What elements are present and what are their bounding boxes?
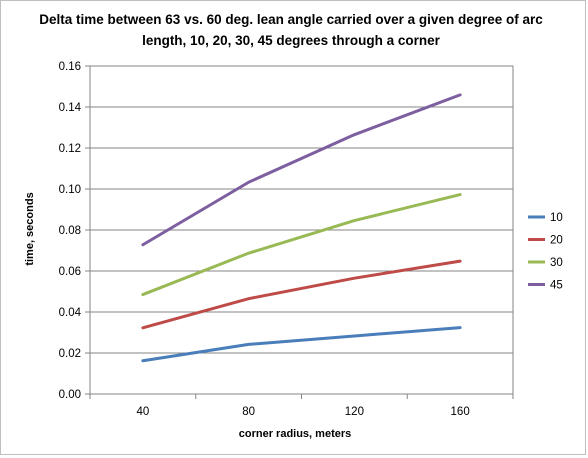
legend-label: 30 <box>550 257 563 269</box>
y-tick-label: 0.04 <box>59 307 82 319</box>
x-axis-ticks: 40 80 120 160 <box>89 394 514 418</box>
x-tick-label: 160 <box>451 406 470 418</box>
x-tick-label: 40 <box>136 406 149 418</box>
y-tick-label: 0.02 <box>59 348 81 360</box>
x-tick-label: 120 <box>345 406 364 418</box>
chart-title: Delta time between 63 vs. 60 deg. lean a… <box>39 12 543 48</box>
y-tick-label: 0.06 <box>59 266 81 278</box>
y-tick-label: 0.08 <box>59 225 81 237</box>
x-tick-label: 80 <box>242 406 255 418</box>
legend: 10 20 30 45 <box>528 212 563 292</box>
x-axis-title: corner radius, meters <box>239 428 352 440</box>
series-lines <box>141 93 462 363</box>
series-line-10 <box>141 326 462 363</box>
series-line-30 <box>141 193 462 297</box>
y-tick-label: 0.16 <box>59 61 81 73</box>
y-tick-label: 0.12 <box>59 143 81 155</box>
y-axis-ticks: 0.00 0.02 0.04 0.06 0.08 0.10 0.12 0.14 0.16 <box>59 61 90 401</box>
gridlines <box>90 65 513 354</box>
y-tick-label: 0.14 <box>59 102 82 114</box>
legend-label: 20 <box>550 235 563 247</box>
series-line-20 <box>141 259 462 330</box>
legend-label: 10 <box>550 212 563 224</box>
y-tick-label: 0.00 <box>59 389 81 401</box>
y-tick-label: 0.10 <box>59 184 81 196</box>
series-line-45 <box>141 93 462 247</box>
y-axis-title: time, seconds <box>24 192 36 265</box>
legend-label: 45 <box>550 280 563 292</box>
